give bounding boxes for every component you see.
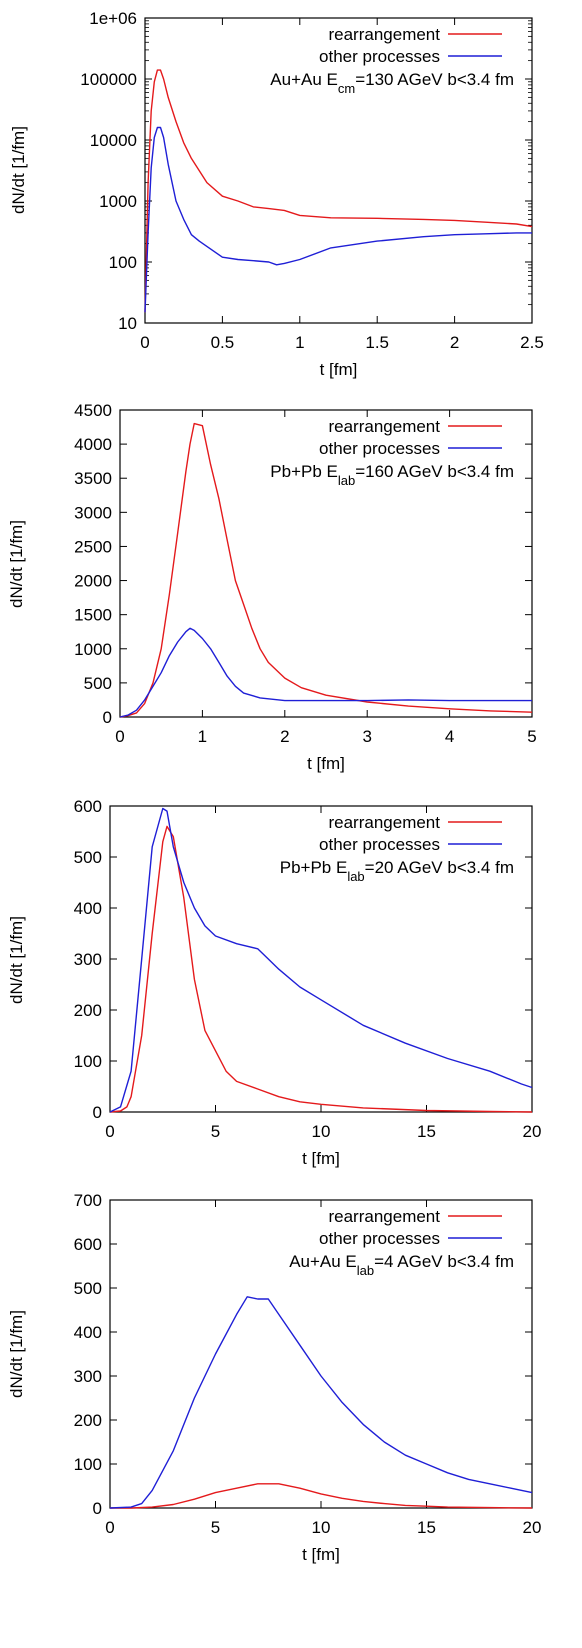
annotation-rest: =130 AGeV b<3.4 fm [355,70,514,89]
annotation-main: Au+Au E [289,1252,357,1271]
x-tick-label: 1.5 [365,333,389,352]
y-tick-label: 600 [74,1235,102,1254]
x-tick-label: 2 [280,727,289,746]
annotation-subscript: lab [338,473,355,488]
legend-label: other processes [319,835,440,854]
x-tick-label: 4 [445,727,454,746]
annotation-subscript: lab [347,869,364,884]
x-tick-label: 5 [211,1518,220,1537]
annotation-rest: =160 AGeV b<3.4 fm [355,462,514,481]
annotation: Au+Au Elab=4 AGeV b<3.4 fm [289,1252,514,1278]
x-tick-label: 5 [527,727,536,746]
x-axis-label: t [fm] [307,754,345,773]
y-tick-label: 10 [118,314,137,333]
x-tick-label: 0 [140,333,149,352]
y-tick-label: 700 [74,1191,102,1210]
y-tick-label: 1500 [74,606,112,625]
y-tick-label: 200 [74,1411,102,1430]
x-tick-label: 15 [417,1518,436,1537]
x-axis-label: t [fm] [320,360,358,379]
annotation: Au+Au Ecm=130 AGeV b<3.4 fm [270,70,514,96]
y-tick-label: 1000 [99,192,137,211]
series-line-other-processes [109,1296,533,1509]
y-tick-label: 500 [74,1279,102,1298]
y-tick-label: 300 [74,950,102,969]
plot-frame-1 [119,409,533,718]
x-tick-label: 10 [312,1122,331,1141]
y-tick-label: 2500 [74,537,112,556]
y-tick-label: 4000 [74,435,112,454]
x-tick-label: 2 [450,333,459,352]
legend-label: rearrangement [328,1207,440,1226]
y-tick-label: 100000 [80,70,137,89]
x-tick-label: 20 [523,1518,542,1537]
x-tick-label: 0 [105,1122,114,1141]
y-axis-label: dN/dt [1/fm] [7,916,26,1004]
series-line-rearrangement [110,1483,533,1509]
series-line-rearrangement [144,69,533,313]
x-tick-label: 0.5 [211,333,235,352]
y-tick-label: 1e+06 [89,9,137,28]
y-tick-label: 3000 [74,503,112,522]
y-axis-label: dN/dt [1/fm] [9,126,28,214]
y-tick-label: 4500 [74,401,112,420]
series-line-rearrangement [119,422,533,718]
legend-label: rearrangement [328,813,440,832]
x-tick-label: 1 [198,727,207,746]
legend-label: rearrangement [328,417,440,436]
y-tick-label: 600 [74,797,102,816]
annotation-main: Pb+Pb E [280,858,348,877]
y-tick-label: 0 [103,708,112,727]
y-tick-label: 10000 [90,131,137,150]
legend-label: rearrangement [328,25,440,44]
legend-label: other processes [319,1229,440,1248]
x-tick-label: 5 [211,1122,220,1141]
x-tick-label: 3 [362,727,371,746]
x-tick-label: 2.5 [520,333,544,352]
series-line-other-processes [119,627,532,718]
annotation: Pb+Pb Elab=160 AGeV b<3.4 fm [270,462,514,488]
annotation-subscript: lab [357,1263,374,1278]
plot-frame-0 [144,17,533,324]
x-tick-label: 1 [295,333,304,352]
x-tick-label: 10 [312,1518,331,1537]
series-line-rearrangement [109,825,533,1113]
annotation: Pb+Pb Elab=20 AGeV b<3.4 fm [280,858,514,884]
y-tick-label: 300 [74,1367,102,1386]
y-tick-label: 100 [109,253,137,272]
y-tick-label: 100 [74,1052,102,1071]
y-tick-label: 2000 [74,572,112,591]
annotation-main: Pb+Pb E [270,462,338,481]
y-tick-label: 3500 [74,469,112,488]
annotation-main: Au+Au E [270,70,338,89]
y-tick-label: 0 [93,1499,102,1518]
x-tick-label: 20 [523,1122,542,1141]
annotation-rest: =4 AGeV b<3.4 fm [374,1252,514,1271]
y-tick-label: 200 [74,1001,102,1020]
x-tick-label: 0 [115,727,124,746]
y-tick-label: 0 [93,1103,102,1122]
x-tick-label: 15 [417,1122,436,1141]
y-tick-label: 400 [74,1323,102,1342]
legend-label: other processes [319,439,440,458]
y-axis-label: dN/dt [1/fm] [7,520,26,608]
annotation-rest: =20 AGeV b<3.4 fm [365,858,514,877]
legend-label: other processes [319,47,440,66]
series-line-other-processes [144,126,532,313]
annotation-subscript: cm [338,81,355,96]
y-tick-label: 100 [74,1455,102,1474]
x-axis-label: t [fm] [302,1545,340,1564]
x-tick-label: 0 [105,1518,114,1537]
x-axis-label: t [fm] [302,1149,340,1168]
y-axis-label: dN/dt [1/fm] [7,1310,26,1398]
y-tick-label: 500 [84,674,112,693]
series-line-other-processes [109,807,533,1113]
y-tick-label: 1000 [74,640,112,659]
y-tick-label: 400 [74,899,102,918]
y-tick-label: 500 [74,848,102,867]
